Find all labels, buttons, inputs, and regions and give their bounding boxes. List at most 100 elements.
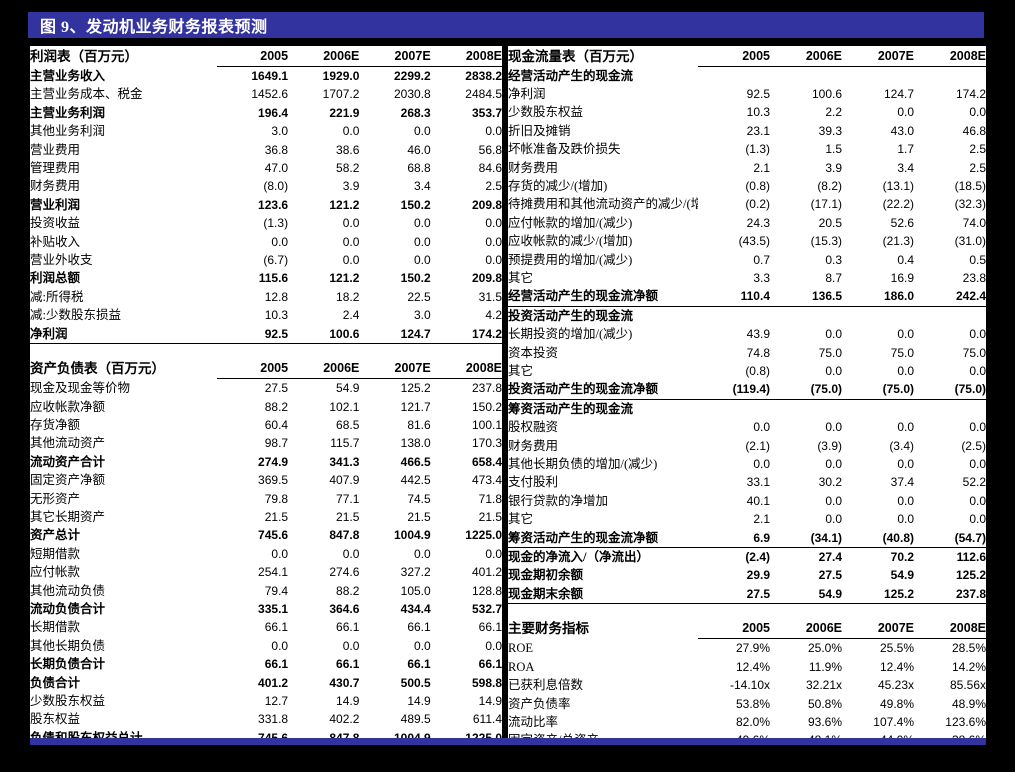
income-statement-value-1: 58.2	[336, 161, 360, 176]
balance-sheet-row: 其他长期负债 0.0 0.0 0.0 0.0	[30, 637, 502, 655]
cash-flow-operating-row: 应付帐款的增加/(减少) 24.3 20.5 52.6 74.0	[508, 214, 986, 232]
balance-sheet-row: 固定资产净额 369.5 407.9 442.5 473.4	[30, 471, 502, 489]
cash-flow-operating-value-3: 2.5	[969, 142, 986, 157]
cash-flow-financing-value-2: 0.0	[897, 512, 914, 527]
cash-flow-financing-value-0: 0.0	[753, 457, 770, 472]
cash-flow-operating-value-3: 0.0	[969, 105, 986, 120]
cash-flow-operating-value-0: (0.2)	[745, 197, 770, 212]
balance-sheet-value-3: 100.1	[471, 417, 502, 432]
balance-sheet-value-1: 68.5	[336, 417, 360, 432]
income-statement-label: 主营业务收入	[30, 69, 106, 83]
balance-sheet-value-1: 407.9	[329, 473, 360, 488]
cash-flow-financing-label: 其它	[508, 512, 534, 527]
cash-flow-year-1: 2006E	[770, 46, 842, 67]
balance-sheet-row: 应收帐款净额 88.2 102.1 121.7 150.2	[30, 398, 502, 416]
income-statement-value-2: 2299.2	[393, 69, 431, 83]
income-statement-value-0: 0.0	[271, 234, 289, 249]
key-ratios-value-0: 82.0%	[735, 714, 770, 729]
cash-flow-operating-section-pad-2	[842, 67, 914, 85]
balance-sheet-value-3: 598.8	[471, 675, 502, 690]
key-ratios-row: ROE 27.9% 25.0% 25.5% 28.5%	[508, 639, 986, 658]
cash-flow-summary-value-2: 54.9	[890, 568, 914, 583]
balance-sheet-value-1: 66.1	[336, 657, 360, 672]
key-ratios-value-1: 93.6%	[807, 714, 842, 729]
cash-flow-financing-section-row: 筹资活动产生的现金流	[508, 399, 986, 418]
cash-flow-financing-total-value-2: (40.8)	[842, 528, 914, 549]
cash-flow-operating-value-0: 3.3	[753, 270, 770, 285]
balance-sheet-value-3: 0.0	[485, 546, 502, 561]
income-statement-row: 主营业务收入 1649.1 1929.0 2299.2 2838.2	[30, 67, 502, 86]
cash-flow-financing-label: 其他长期负债的增加/(减少)	[508, 457, 658, 472]
cash-flow-summary-value-1: 54.9	[770, 584, 842, 605]
key-ratios-value-1: 32.21x	[805, 678, 842, 693]
key-ratios-value-2: 12.4%	[879, 659, 914, 674]
cash-flow-investing-section-row: 投资活动产生的现金流	[508, 306, 986, 325]
key-ratios-table: 主要财务指标 2005 2006E 2007E 2008E ROE 27.9% 25.0% 25…	[508, 618, 986, 751]
cash-flow-operating-value-0: (1.3)	[745, 142, 770, 157]
cash-flow-financing-value-1: 0.0	[825, 420, 842, 435]
income-statement-value-2: 46.0	[407, 142, 431, 157]
cash-flow-financing-label: 财务费用	[508, 438, 559, 453]
income-statement-row: 补贴收入 0.0 0.0 0.0 0.0	[30, 233, 502, 251]
cash-flow-operating-row: 财务费用 2.1 3.9 3.4 2.5	[508, 159, 986, 177]
key-ratios-value-0: 27.9%	[735, 641, 770, 656]
cash-flow-investing-row: 其它 (0.8) 0.0 0.0 0.0	[508, 362, 986, 380]
cash-flow-operating-row: 坏帐准备及跌价损失 (1.3) 1.5 1.7 2.5	[508, 140, 986, 158]
income-statement-year-0: 2005	[216, 46, 289, 67]
balance-sheet-value-1: 430.7	[329, 675, 360, 690]
balance-sheet-row: 应付帐款 254.1 274.6 327.2 401.2	[30, 563, 502, 581]
key-ratios-label: ROE	[508, 641, 533, 656]
cash-flow-financing-total-value-3: (54.7)	[914, 528, 986, 549]
cash-flow-operating-value-3: 74.0	[962, 215, 986, 230]
balance-sheet-value-1: 14.9	[336, 694, 360, 708]
cash-flow-year-0: 2005	[698, 46, 770, 67]
cash-flow-investing-total-value-2: (75.0)	[842, 380, 914, 400]
balance-sheet-year-1: 2006E	[288, 358, 360, 380]
income-statement-value-0: 10.3	[264, 308, 289, 323]
balance-sheet-label: 负债合计	[30, 675, 81, 690]
cash-flow-operating-value-3: 23.8	[962, 270, 986, 285]
key-ratios-value-2: 107.4%	[873, 714, 914, 729]
income-statement-value-0: 1649.1	[251, 69, 289, 83]
balance-sheet-value-1: 102.1	[329, 399, 360, 414]
cash-flow-financing-section-pad-3	[914, 399, 986, 418]
income-statement-value-0: 47.0	[264, 161, 289, 176]
balance-sheet-value-0: 79.4	[264, 583, 289, 598]
cash-flow-operating-row: 其它 3.3 8.7 16.9 23.8	[508, 269, 986, 287]
balance-sheet-value-3: 611.4	[472, 712, 502, 727]
balance-sheet-header-row: 资产负债表（百万元） 2005 2006E 2007E 2008E	[30, 358, 502, 380]
key-ratios-label: 流动比率	[508, 714, 559, 729]
income-statement-row: 减:少数股东损益 10.3 2.4 3.0 4.2	[30, 306, 502, 324]
cash-flow-operating-value-3: 46.8	[962, 123, 986, 138]
balance-sheet-value-2: 66.1	[407, 620, 431, 635]
income-statement-label: 管理费用	[30, 161, 81, 176]
cash-flow-operating-value-1: 20.5	[818, 215, 842, 230]
cash-flow-operating-label: 存货的减少/(增加)	[508, 178, 608, 193]
income-statement-value-1: 18.2	[336, 289, 360, 304]
income-statement-value-1: 0.0	[342, 253, 360, 268]
cash-flow-operating-value-3: 2.5	[969, 160, 986, 175]
cash-flow-operating-value-2: 43.0	[890, 123, 914, 138]
cash-flow-operating-value-1: (15.3)	[810, 234, 842, 249]
balance-sheet-label: 流动资产合计	[30, 454, 106, 469]
income-statement-row: 营业利润 123.6 121.2 150.2 209.8	[30, 196, 502, 214]
balance-sheet-value-2: 14.9	[407, 694, 431, 708]
balance-sheet-value-2: 434.4	[400, 601, 431, 616]
cash-flow-operating-section-row: 经营活动产生的现金流	[508, 67, 986, 85]
income-statement-value-3: 84.6	[478, 161, 502, 176]
cash-flow-operating-value-2: (21.3)	[882, 234, 914, 249]
balance-sheet-label: 现金及现金等价物	[30, 381, 131, 396]
balance-sheet-value-1: 0.0	[342, 638, 360, 653]
income-statement-value-0: 196.4	[258, 105, 289, 120]
balance-sheet-value-0: 0.0	[271, 638, 289, 653]
key-ratios-value-2: 25.5%	[879, 641, 914, 656]
income-statement-value-2: 3.4	[413, 179, 431, 194]
income-statement-year-2: 2007E	[359, 46, 431, 67]
balance-sheet-value-0: 369.5	[258, 473, 289, 488]
income-statement-value-3: 2484.5	[465, 87, 502, 102]
income-statement-label: 主营业务利润	[30, 105, 106, 120]
balance-sheet-value-3: 658.4	[471, 454, 502, 469]
income-statement-value-3: 31.5	[478, 289, 502, 304]
key-ratios-value-3: 48.9%	[951, 696, 986, 711]
balance-sheet-value-0: 254.1	[258, 565, 289, 580]
